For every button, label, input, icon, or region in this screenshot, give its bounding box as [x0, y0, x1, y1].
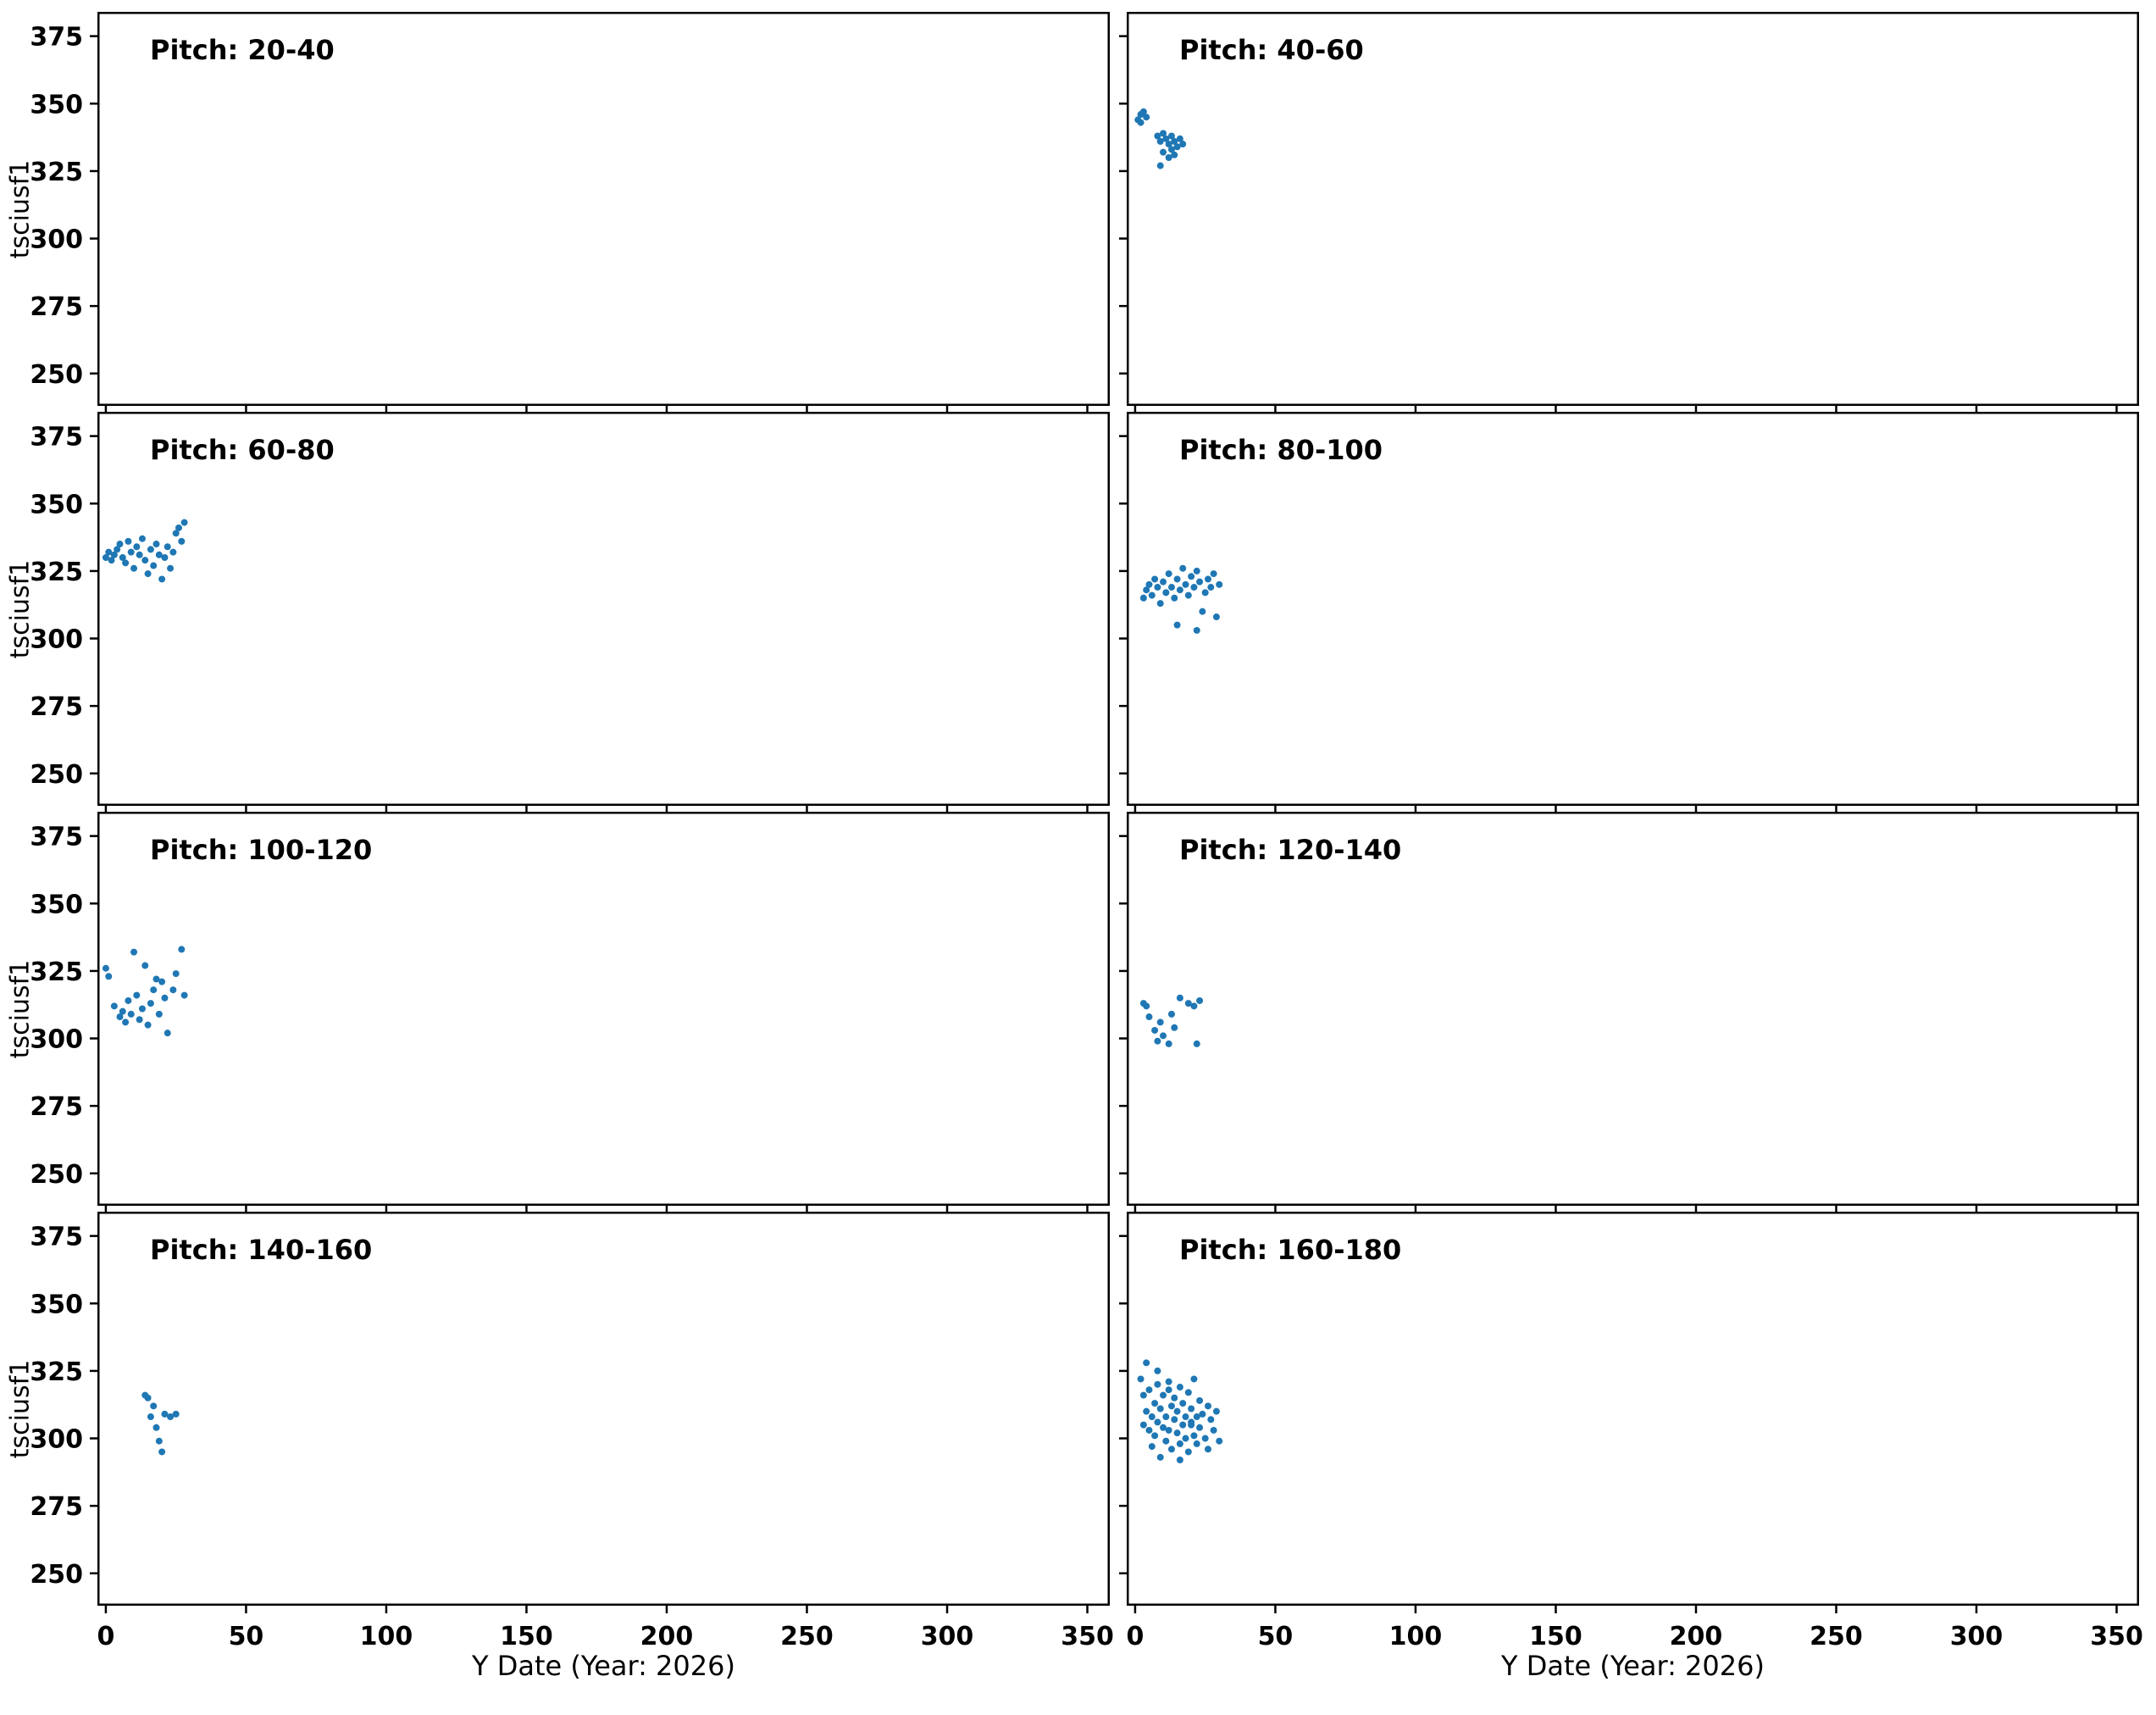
- svg-text:300: 300: [30, 1425, 83, 1455]
- svg-text:375: 375: [30, 823, 83, 852]
- subplot-title: Pitch: 80-100: [1179, 434, 1383, 466]
- subplot-row-3: tsciusf1 Pitch: 100-120 250 275 300 325 350 3…: [0, 812, 2156, 1213]
- subplot-title: Pitch: 40-60: [1179, 34, 1364, 66]
- scatter-plot: 0 50 100 150 200 250 300 350 250 275 300 325 350 375: [30, 1212, 1114, 1651]
- subplot-title: Pitch: 120-140: [1179, 834, 1402, 866]
- svg-text:300: 300: [30, 625, 83, 655]
- svg-text:325: 325: [30, 158, 83, 187]
- scatter-plot: [1119, 12, 2139, 413]
- svg-text:300: 300: [30, 1025, 83, 1055]
- subplot-title: Pitch: 160-180: [1179, 1234, 1402, 1266]
- y-axis-gutter: tsciusf1: [0, 812, 97, 1206]
- svg-text:350: 350: [30, 1290, 83, 1319]
- subplot-title: Pitch: 100-120: [150, 834, 373, 866]
- svg-text:150: 150: [1529, 1622, 1582, 1651]
- svg-text:250: 250: [1810, 1622, 1863, 1651]
- svg-text:100: 100: [360, 1622, 413, 1651]
- x-axis-label-left: Y Date (Year: 2026): [472, 1650, 735, 1682]
- subplot-pitch-80-100: Pitch: 80-100: [1119, 412, 2139, 813]
- svg-text:50: 50: [229, 1622, 264, 1651]
- scatter-plot: 0 50 100 150 200 250 300 350: [1119, 1212, 2143, 1651]
- y-axis-gutter: tsciusf1: [0, 1212, 97, 1606]
- svg-text:375: 375: [30, 423, 83, 452]
- svg-text:300: 300: [1950, 1622, 2004, 1651]
- svg-text:350: 350: [1061, 1622, 1114, 1651]
- svg-text:350: 350: [30, 890, 83, 919]
- scatter-plot: 250 275 300 325 350 375: [30, 412, 1110, 813]
- subplot-pitch-120-140: Pitch: 120-140: [1119, 812, 2139, 1213]
- svg-text:250: 250: [30, 1160, 83, 1190]
- svg-text:275: 275: [30, 1492, 83, 1522]
- svg-text:0: 0: [1126, 1622, 1144, 1651]
- subplot-row-2: tsciusf1 Pitch: 60-80 250 275 300 325 350 375…: [0, 412, 2156, 813]
- svg-text:325: 325: [30, 558, 83, 587]
- svg-text:275: 275: [30, 292, 83, 322]
- scatter-plot: [1119, 812, 2139, 1213]
- svg-text:325: 325: [30, 957, 83, 987]
- svg-text:375: 375: [30, 1223, 83, 1252]
- subplot-pitch-60-80: Pitch: 60-80 250 275 300 325 350 375: [30, 412, 1110, 813]
- svg-text:300: 300: [921, 1622, 974, 1651]
- svg-text:100: 100: [1389, 1622, 1443, 1651]
- x-axis-label-row: Y Date (Year: 2026) Y Date (Year: 2026): [0, 1650, 2156, 1682]
- x-axis-label-spacer: [0, 1650, 97, 1682]
- subplot-pitch-100-120: Pitch: 100-120 250 275 300 325 350 375: [30, 812, 1110, 1213]
- subplot-pitch-20-40: Pitch: 20-40 250 275 300 325 350 375: [30, 12, 1110, 413]
- x-axis-label-right: Y Date (Year: 2026): [1501, 1650, 1765, 1682]
- subplot-title: Pitch: 60-80: [150, 434, 335, 466]
- svg-text:250: 250: [30, 760, 83, 790]
- svg-text:50: 50: [1258, 1622, 1294, 1651]
- subplot-title: Pitch: 140-160: [150, 1234, 373, 1266]
- svg-text:275: 275: [30, 1092, 83, 1122]
- y-axis-gutter: tsciusf1: [0, 12, 97, 406]
- svg-text:0: 0: [97, 1622, 114, 1651]
- svg-text:200: 200: [1670, 1622, 1723, 1651]
- svg-text:250: 250: [30, 1560, 83, 1590]
- subplot-pitch-140-160: Pitch: 140-160 0 50 100 150 200 250 300 350 250 2…: [30, 1212, 1114, 1651]
- scatter-plot: 250 275 300 325 350 375: [30, 812, 1110, 1213]
- svg-text:350: 350: [30, 90, 83, 119]
- svg-text:275: 275: [30, 692, 83, 722]
- scatter-plot: 250 275 300 325 350 375: [30, 12, 1110, 413]
- svg-text:350: 350: [30, 490, 83, 519]
- svg-text:300: 300: [30, 225, 83, 255]
- svg-text:350: 350: [2090, 1622, 2143, 1651]
- subplot-pitch-160-180: Pitch: 160-180 0 50 100 150 200 250 300 350: [1119, 1212, 2143, 1651]
- subplot-title: Pitch: 20-40: [150, 34, 335, 66]
- svg-text:375: 375: [30, 23, 83, 53]
- svg-text:250: 250: [30, 360, 83, 390]
- svg-text:325: 325: [30, 1357, 83, 1387]
- scatter-plot: [1119, 412, 2139, 813]
- svg-text:150: 150: [500, 1622, 553, 1651]
- svg-text:250: 250: [780, 1622, 834, 1651]
- subplot-row-4: tsciusf1 Pitch: 140-160 0 50 100 150 200 250 3…: [0, 1212, 2156, 1651]
- svg-text:200: 200: [640, 1622, 694, 1651]
- y-axis-gutter: tsciusf1: [0, 412, 97, 806]
- subplot-pitch-40-60: Pitch: 40-60: [1119, 12, 2139, 413]
- subplot-row-1: tsciusf1 Pitch: 20-40 250 275 300 325 350 375…: [0, 12, 2156, 413]
